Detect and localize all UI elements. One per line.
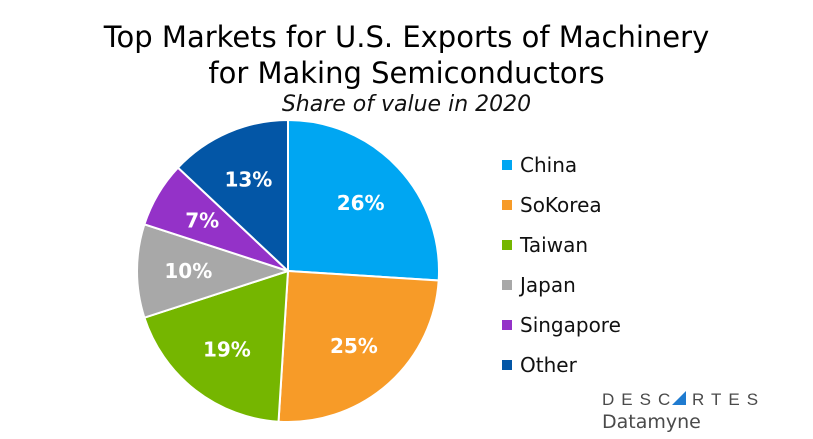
data-label-other: 13% <box>224 168 272 192</box>
legend-item-other: Other <box>502 353 577 377</box>
data-label-japan: 10% <box>164 259 212 283</box>
legend-swatch <box>502 360 512 370</box>
pie-slice-other <box>176 118 289 274</box>
chart-subtitle: Share of value in 2020 <box>281 92 532 117</box>
legend-item-taiwan: Taiwan <box>502 233 588 257</box>
pie-slice-sokorea <box>277 269 440 423</box>
legend-label: China <box>520 153 578 177</box>
data-label-china: 26% <box>337 191 385 215</box>
legend-swatch <box>502 240 512 250</box>
legend-swatch <box>502 160 512 170</box>
legend-label: Other <box>520 353 577 377</box>
data-label-taiwan: 19% <box>203 338 251 362</box>
pie-slice-taiwan <box>143 269 290 423</box>
legend-item-japan: Japan <box>502 273 576 297</box>
legend-swatch <box>502 200 512 210</box>
pie-slice-japan <box>135 223 292 319</box>
legend-item-sokorea: SoKorea <box>502 193 602 217</box>
chart-title-line-1: Top Markets for U.S. Exports of Machiner… <box>103 20 710 54</box>
legend-item-china: China <box>502 153 577 177</box>
legend-label: Taiwan <box>520 233 589 257</box>
legend-swatch <box>502 320 512 330</box>
legend-swatch <box>502 280 512 290</box>
data-label-sokorea: 25% <box>330 334 378 358</box>
legend-label: Singapore <box>520 313 621 337</box>
legend-label: SoKorea <box>520 193 602 217</box>
data-label-singapore: 7% <box>185 208 219 232</box>
legend-label: Japan <box>520 273 576 297</box>
legend-item-singapore: Singapore <box>502 313 621 337</box>
chart-title-line-2: for Making Semiconductors <box>208 56 605 90</box>
pie-slice-china <box>287 118 440 282</box>
